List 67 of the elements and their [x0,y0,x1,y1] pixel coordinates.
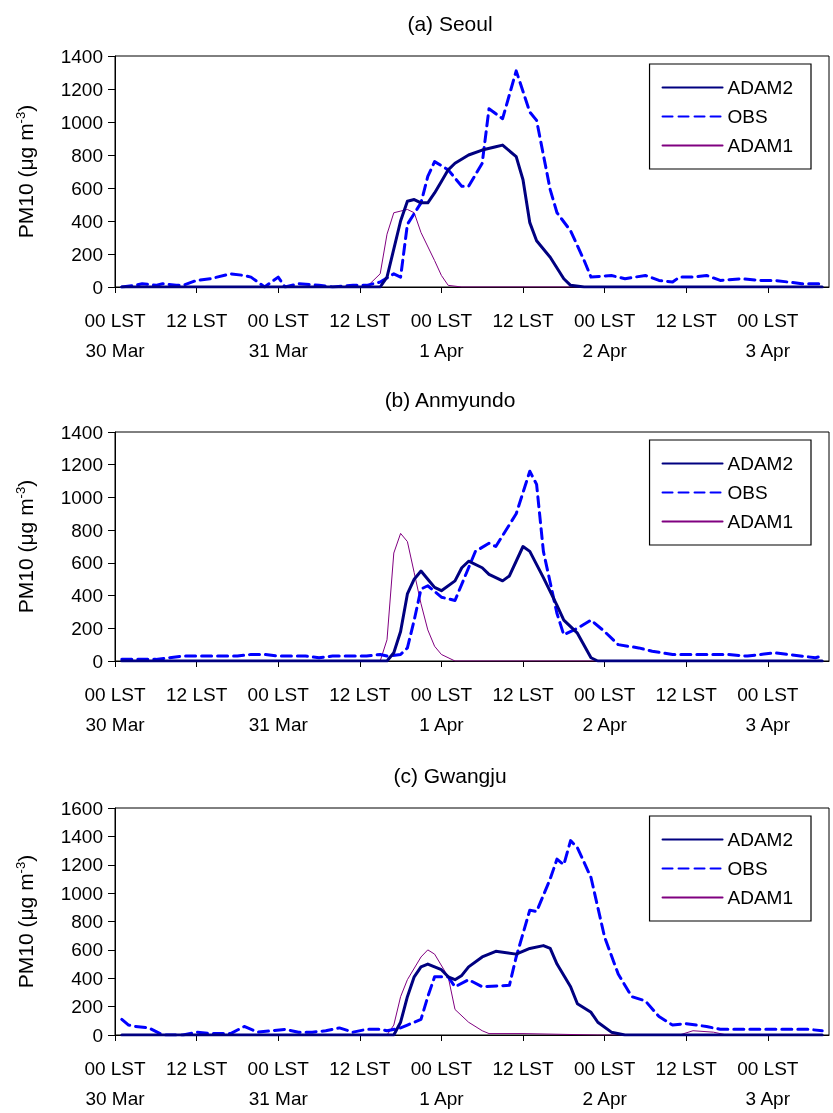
legend-label: ADAM2 [727,77,794,98]
x-tick-label: 00 LST 1 Apr [410,1057,473,1109]
y-tick-label: 1000 [60,486,103,508]
y-tick-label: 200 [71,617,103,639]
x-tick-label: 12 LST [165,1057,228,1079]
x-tick-label: 00 LST 3 Apr [737,309,799,361]
x-tick-label: 00 LST 31 Mar [247,1057,310,1109]
x-tick-label: 00 LST 2 Apr [573,683,636,735]
legend-label: OBS [727,858,768,879]
x-tick-label: 00 LST 3 Apr [737,683,799,735]
x-tick-label: 12 LST [492,683,555,705]
x-tick-label: 00 LST 1 Apr [410,683,473,735]
x-tick-label: 00 LST 31 Mar [247,683,310,735]
x-tick-label: 00 LST 3 Apr [737,1057,799,1109]
x-tick-label: 12 LST [165,309,228,331]
x-tick-label: 12 LST [655,1057,718,1079]
x-tick-label: 00 LST 30 Mar [84,1057,147,1109]
x-tick-label: 12 LST [329,1057,391,1079]
legend-label: ADAM2 [727,453,794,474]
y-tick-label: 1400 [60,421,103,443]
y-tick-label: 1200 [60,854,103,876]
y-tick-label: 0 [92,1024,103,1046]
x-tick-label: 00 LST 2 Apr [573,309,636,361]
y-tick-label: 400 [71,585,103,607]
x-tick-label: 12 LST [492,1057,555,1079]
x-tick-label: 00 LST 2 Apr [573,1057,636,1109]
y-tick-label: 200 [71,243,103,265]
y-tick-label: 800 [71,519,103,541]
x-tick-label: 12 LST [329,683,391,705]
y-tick-label: 1000 [60,111,103,133]
x-tick-label: 12 LST [655,683,718,705]
legend-label: ADAM2 [727,829,794,850]
y-tick-label: 600 [71,177,103,199]
y-tick-label: 400 [71,967,103,989]
y-tick-label: 0 [92,650,103,672]
x-tick-label: 12 LST [492,309,555,331]
y-tick-label: 800 [71,144,103,166]
y-tick-label: 0 [92,276,103,298]
y-tick-label: 1200 [60,78,103,100]
y-tick-label: 1600 [60,797,103,819]
legend-label: OBS [727,482,768,503]
y-tick-label: 1400 [60,45,103,67]
y-tick-label: 200 [71,996,103,1018]
x-tick-label: 00 LST 31 Mar [247,309,310,361]
x-tick-label: 00 LST 1 Apr [410,309,473,361]
y-axis-title: PM10 (μg m-3) [13,104,37,239]
legend-label: ADAM1 [727,135,794,156]
y-tick-label: 1400 [60,825,103,847]
x-tick-label: 12 LST [655,309,718,331]
chart-title: (c) Gwangju [393,764,507,787]
x-tick-label: 00 LST 30 Mar [84,309,147,361]
y-tick-label: 1000 [60,882,103,904]
legend-label: ADAM1 [727,887,794,908]
x-tick-label: 00 LST 30 Mar [84,683,147,735]
x-tick-label: 12 LST [165,683,228,705]
legend-label: OBS [727,106,768,127]
x-tick-label: 12 LST [329,309,391,331]
y-tick-label: 400 [71,210,103,232]
y-tick-label: 600 [71,939,103,961]
y-axis-title: PM10 (μg m-3) [13,854,37,989]
y-tick-label: 1200 [60,454,103,476]
y-tick-label: 800 [71,911,103,932]
chart-title: (b) Anmyundo [384,388,516,411]
y-tick-label: 600 [71,552,103,574]
y-axis-title: PM10 (μg m-3) [13,479,37,614]
chart-title: (a) Seoul [407,12,493,35]
legend-label: ADAM1 [727,511,794,532]
